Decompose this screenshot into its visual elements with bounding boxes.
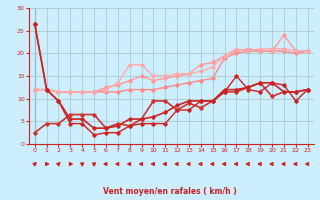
Text: Vent moyen/en rafales ( km/h ): Vent moyen/en rafales ( km/h ) <box>103 187 236 196</box>
